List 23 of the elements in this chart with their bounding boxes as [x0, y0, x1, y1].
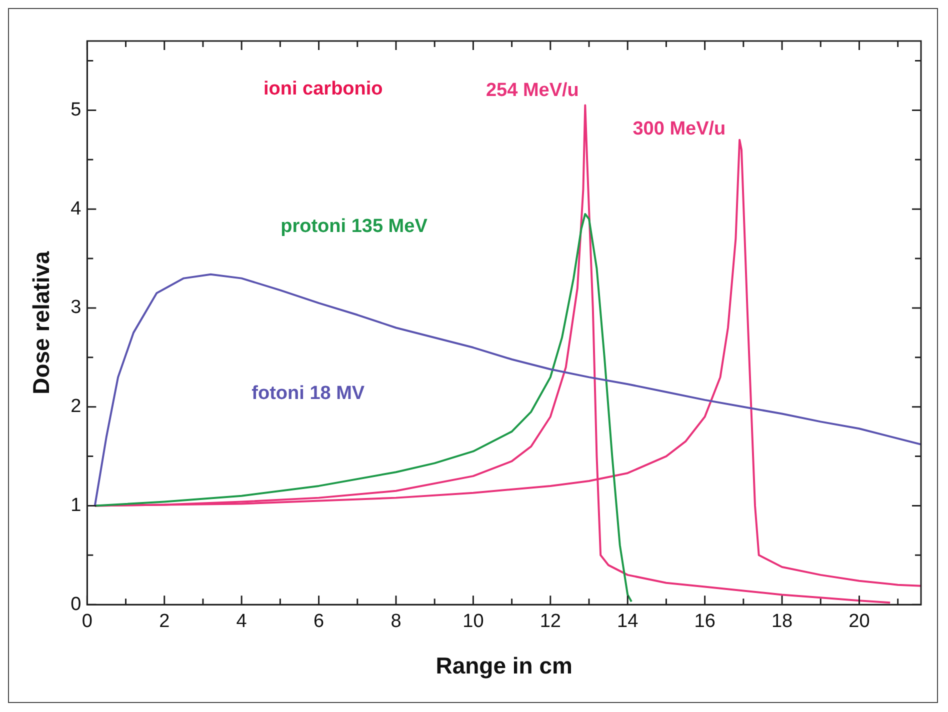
- x-tick-label: 4: [236, 611, 248, 632]
- y-axis-title: Dose relativa: [28, 251, 54, 394]
- y-tick-label: 5: [70, 99, 82, 120]
- y-tick-label: 0: [70, 594, 82, 615]
- x-axis-title: Range in cm: [436, 652, 572, 679]
- y-tick-label: 1: [70, 494, 82, 516]
- text: protoni 135 MeV: [280, 216, 428, 238]
- x-tick-label: 12: [540, 611, 561, 632]
- y-tick-label: 4: [70, 198, 82, 220]
- x-tick-label: 6: [314, 611, 324, 632]
- x-tick-label: 8: [390, 611, 402, 632]
- y-tick-label: 3: [70, 297, 82, 318]
- x-tick-label: 16: [694, 611, 716, 632]
- y-tick-label: 2: [70, 396, 82, 418]
- text: fotoni 18 MV: [252, 383, 365, 404]
- x-tick-label: 14: [617, 611, 639, 632]
- series-label: 254 MeV/u: [486, 80, 579, 101]
- series-label: 300 MeV/u: [632, 118, 726, 140]
- annotation: ioni carbonio: [264, 78, 383, 100]
- x-tick-label: 2: [159, 611, 170, 632]
- x-tick-label: 10: [462, 611, 484, 632]
- x-tick-label: 18: [771, 611, 793, 632]
- x-tick-label: 20: [848, 611, 870, 632]
